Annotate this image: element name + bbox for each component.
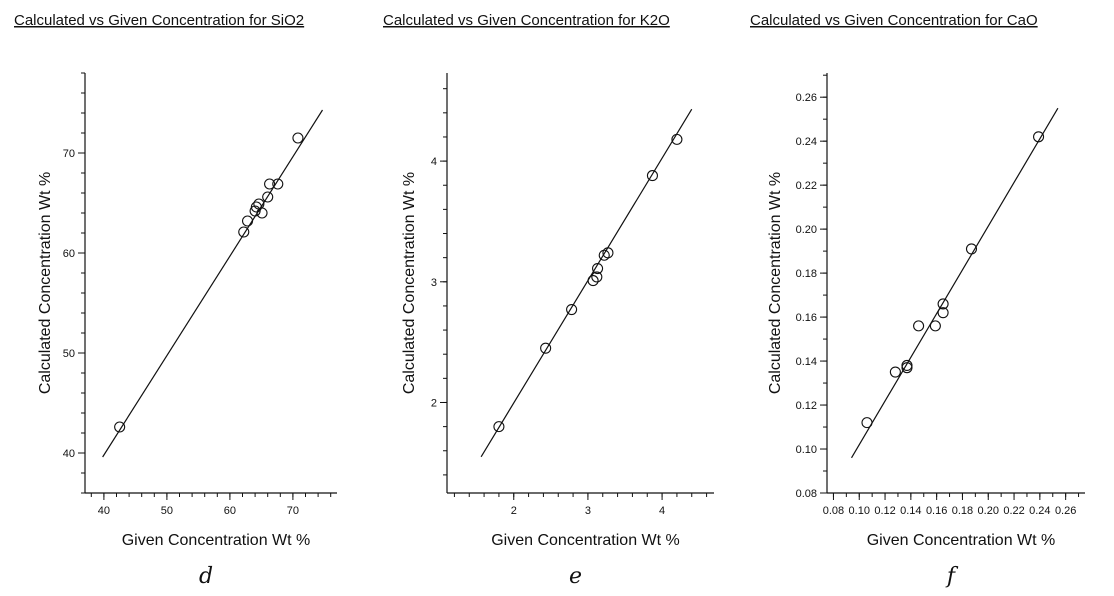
x-tick-label: 0.24	[1029, 505, 1050, 517]
y-axis-label: Calculated Concentration Wt %	[401, 172, 418, 394]
data-point	[292, 132, 304, 144]
y-tick-label: 0.16	[796, 312, 817, 324]
data-point	[929, 320, 941, 332]
x-tick-label: 50	[161, 505, 173, 517]
x-tick-label: 0.10	[849, 505, 870, 517]
data-point	[889, 366, 901, 378]
x-tick-label: 0.16	[926, 505, 947, 517]
data-point	[540, 342, 552, 354]
data-point	[937, 298, 949, 310]
data-point	[591, 271, 603, 283]
y-tick-label: 50	[63, 348, 75, 360]
data-point	[238, 226, 250, 238]
data-point	[262, 191, 274, 203]
data-point	[256, 207, 268, 219]
data-point	[671, 133, 683, 145]
y-tick-label: 0.18	[796, 268, 817, 280]
x-tick-label: 0.14	[900, 505, 921, 517]
chart-title: Calculated vs Given Concentration for Ca…	[750, 12, 1038, 29]
data-point	[901, 359, 913, 372]
y-tick-label: 40	[63, 448, 75, 460]
chart-panel-f: Calculated vs Given Concentration for Ca…	[750, 12, 1085, 589]
data-point	[861, 417, 873, 429]
y-tick-label: 3	[431, 277, 437, 289]
x-tick-label: 40	[98, 505, 110, 517]
fit-line	[102, 109, 324, 458]
data-point	[241, 215, 254, 227]
panel-label: d	[199, 564, 213, 589]
y-tick-label: 0.12	[796, 400, 817, 412]
data-point	[587, 275, 599, 287]
chart-title: Calculated vs Given Concentration for Si…	[14, 12, 304, 29]
data-point	[493, 421, 505, 433]
fit-line	[850, 107, 1059, 459]
y-axis-label: Calculated Concentration Wt %	[37, 172, 54, 394]
x-tick-label: 0.18	[952, 505, 973, 517]
y-tick-label: 70	[63, 148, 75, 160]
x-tick-label: 0.12	[874, 505, 895, 517]
x-tick-label: 4	[659, 505, 665, 517]
y-tick-label: 0.10	[796, 444, 817, 456]
x-tick-label: 0.08	[823, 505, 844, 517]
x-tick-label: 3	[585, 505, 591, 517]
data-point	[937, 307, 949, 319]
data-point	[646, 170, 658, 182]
panel-label: f	[945, 564, 959, 589]
chart-panel-e: Calculated vs Given Concentration for K2…	[383, 12, 714, 589]
y-tick-label: 0.20	[796, 224, 817, 236]
y-tick-label: 0.08	[796, 488, 817, 500]
data-point	[272, 178, 284, 190]
x-axis-label: Given Concentration Wt %	[491, 532, 680, 549]
y-axis-label: Calculated Concentration Wt %	[767, 172, 784, 394]
fit-line	[480, 108, 693, 458]
x-tick-label: 0.26	[1055, 505, 1076, 517]
y-tick-label: 60	[63, 248, 75, 260]
chart-title: Calculated vs Given Concentration for K2…	[383, 12, 670, 29]
data-point	[602, 247, 614, 259]
x-tick-label: 0.22	[1003, 505, 1024, 517]
y-tick-label: 0.26	[796, 92, 817, 104]
y-tick-label: 0.14	[796, 356, 817, 368]
data-point	[965, 243, 978, 255]
chart-panel-d: Calculated vs Given Concentration for Si…	[14, 12, 337, 589]
x-tick-label: 70	[287, 505, 299, 517]
y-tick-label: 2	[431, 397, 437, 409]
x-tick-label: 60	[224, 505, 236, 517]
data-point	[1033, 131, 1045, 143]
panel-label: e	[569, 564, 582, 589]
y-tick-label: 4	[431, 156, 437, 168]
data-point	[250, 201, 262, 213]
data-point	[913, 320, 925, 332]
data-point	[592, 262, 604, 275]
data-point	[114, 421, 126, 433]
x-tick-label: 2	[511, 505, 517, 517]
data-point	[566, 304, 578, 316]
x-axis-label: Given Concentration Wt %	[867, 532, 1056, 549]
y-tick-label: 0.24	[796, 136, 817, 148]
data-point	[264, 178, 276, 190]
y-tick-label: 0.22	[796, 180, 817, 192]
x-axis-label: Given Concentration Wt %	[122, 532, 311, 549]
x-tick-label: 0.20	[978, 505, 999, 517]
data-point	[598, 249, 610, 261]
